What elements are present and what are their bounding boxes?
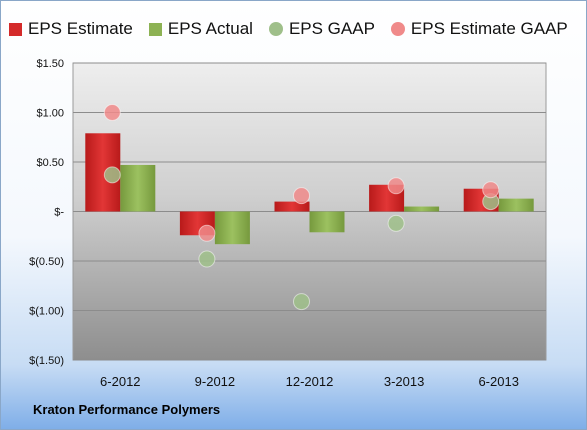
x-tick-label: 12-2012 bbox=[286, 374, 334, 389]
point-eps-estimate-gaap bbox=[103, 104, 121, 121]
legend-item-eps-estimate-gaap: EPS Estimate GAAP bbox=[390, 19, 568, 39]
legend-swatch-eps-gaap bbox=[268, 22, 283, 36]
bar-eps-actual bbox=[404, 206, 440, 212]
legend-item-eps-gaap: EPS GAAP bbox=[268, 19, 375, 39]
x-tick-label: 3-2013 bbox=[384, 374, 424, 389]
bar-eps-actual bbox=[120, 164, 156, 212]
point-eps-estimate-gaap bbox=[482, 181, 500, 199]
legend-swatch-eps-actual bbox=[148, 22, 162, 36]
legend-item-eps-actual: EPS Actual bbox=[148, 19, 253, 39]
point-eps-estimate-gaap bbox=[387, 177, 405, 195]
point-eps-gaap bbox=[293, 293, 310, 311]
legend-swatch-eps-estimate-gaap bbox=[390, 22, 405, 36]
legend: EPS Estimate EPS Actual EPS GAAP EPS Est… bbox=[9, 17, 580, 41]
legend-item-eps-estimate: EPS Estimate bbox=[9, 19, 133, 39]
bar-eps-actual bbox=[214, 211, 250, 245]
y-tick-label: $(0.50) bbox=[29, 256, 64, 268]
y-tick-label: $1.50 bbox=[36, 58, 64, 70]
legend-swatch-eps-estimate bbox=[9, 22, 22, 36]
point-eps-gaap bbox=[103, 166, 121, 184]
point-eps-gaap bbox=[387, 214, 405, 232]
legend-label-eps-gaap: EPS GAAP bbox=[288, 19, 375, 38]
y-tick-label: $- bbox=[54, 207, 64, 219]
company-name: Kraton Performance Polymers bbox=[33, 402, 221, 417]
y-tick-label: $1.00 bbox=[36, 108, 64, 120]
point-eps-gaap bbox=[198, 250, 216, 268]
bar-eps-actual bbox=[309, 211, 345, 233]
y-tick-label: $(1.50) bbox=[29, 355, 64, 367]
legend-label-eps-estimate: EPS Estimate bbox=[28, 19, 133, 38]
bar-eps-actual bbox=[498, 198, 534, 212]
point-eps-estimate-gaap bbox=[293, 187, 310, 205]
bar-eps-estimate bbox=[274, 201, 310, 212]
x-tick-label: 6-2012 bbox=[100, 374, 140, 389]
x-tick-label: 6-2013 bbox=[478, 374, 518, 389]
legend-label-eps-estimate-gaap: EPS Estimate GAAP bbox=[410, 19, 568, 38]
y-tick-label: $(1.00) bbox=[29, 306, 64, 318]
point-eps-estimate-gaap bbox=[198, 224, 216, 242]
x-tick-label: 9-2012 bbox=[195, 374, 235, 389]
y-tick-label: $0.50 bbox=[36, 157, 64, 169]
legend-label-eps-actual: EPS Actual bbox=[167, 19, 253, 38]
